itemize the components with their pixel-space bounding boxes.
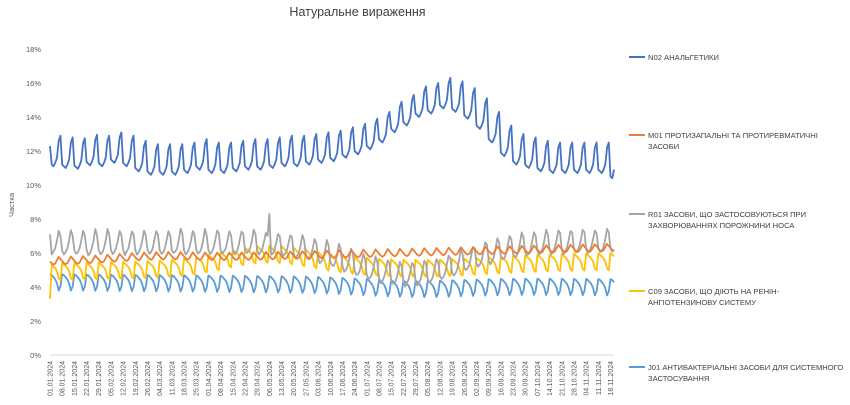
x-tick-label: 20.05.2024 — [291, 361, 298, 396]
y-tick-label: 14% — [26, 113, 41, 122]
y-tick-label: 10% — [26, 181, 41, 190]
x-tick-label: 11.11.2024 — [596, 361, 603, 395]
x-tick-label: 08.07.2024 — [377, 361, 384, 396]
x-tick-label: 02.09.2024 — [474, 361, 481, 396]
x-tick-label: 26.02.2024 — [145, 361, 152, 396]
x-tick-label: 06.05.2024 — [267, 361, 274, 396]
legend-label-n02: N02 АНАЛЬГЕТИКИ — [648, 53, 719, 62]
legend-swatch-n02 — [629, 56, 645, 58]
x-tick-label: 08.01.2024 — [60, 361, 67, 396]
x-tick-label: 21.10.2024 — [559, 361, 566, 396]
x-tick-label: 22.01.2024 — [84, 361, 91, 396]
x-tick-label: 03.06.2024 — [316, 361, 323, 396]
series-line-j01 — [49, 273, 615, 299]
legend-swatch-m01 — [629, 134, 645, 136]
x-tick-label: 26.08.2024 — [462, 361, 469, 396]
x-tick-label: 13.05.2024 — [279, 361, 286, 396]
x-tick-label: 05.02.2024 — [108, 361, 115, 396]
legend-entry-n02: N02 АНАЛЬГЕТИКИ — [629, 52, 844, 63]
x-tick-label: 28.10.2024 — [571, 361, 578, 396]
legend-entry-r01: R01 ЗАСОБИ, ЩО ЗАСТОСОВУЮТЬСЯ ПРИ ЗАХВОР… — [629, 209, 844, 231]
x-tick-label: 12.02.2024 — [121, 361, 128, 396]
x-tick-label: 29.04.2024 — [255, 361, 262, 396]
legend-label-c09: C09 ЗАСОБИ, ЩО ДІЮТЬ НА РЕНІН-АНГІОТЕНЗИ… — [648, 287, 780, 307]
x-tick-label: 15.04.2024 — [230, 361, 237, 396]
series-line-n02 — [49, 77, 615, 180]
x-tick-label: 15.01.2024 — [72, 361, 79, 396]
legend-swatch-r01 — [629, 213, 645, 215]
x-tick-label: 22.07.2024 — [401, 361, 408, 396]
y-tick-label: 16% — [26, 79, 41, 88]
series-line-m01 — [49, 242, 615, 266]
legend-label-m01: M01 ПРОТИЗАПАЛЬНІ ТА ПРОТИРЕВМАТИЧНІ ЗАС… — [648, 131, 818, 151]
x-tick-label: 18.03.2024 — [182, 361, 189, 396]
x-tick-label: 19.08.2024 — [450, 361, 457, 396]
x-tick-label: 01.07.2024 — [364, 361, 371, 396]
y-tick-label: 8% — [30, 215, 41, 224]
x-tick-label: 07.10.2024 — [535, 361, 542, 396]
legend-entry-c09: C09 ЗАСОБИ, ЩО ДІЮТЬ НА РЕНІН-АНГІОТЕНЗИ… — [629, 286, 844, 308]
x-tick-label: 24.06.2024 — [352, 361, 359, 396]
x-tick-label: 04.03.2024 — [157, 361, 164, 396]
legend-entry-m01: M01 ПРОТИЗАПАЛЬНІ ТА ПРОТИРЕВМАТИЧНІ ЗАС… — [629, 130, 844, 152]
x-tick-label: 14.10.2024 — [547, 361, 554, 396]
x-tick-label: 22.04.2024 — [242, 361, 249, 396]
x-tick-label: 23.09.2024 — [511, 361, 518, 396]
x-tick-label: 09.09.2024 — [486, 361, 493, 396]
y-tick-label: 0% — [30, 351, 41, 360]
x-tick-label: 11.03.2024 — [169, 361, 176, 396]
x-tick-label: 08.04.2024 — [218, 361, 225, 396]
y-tick-label: 12% — [26, 147, 41, 156]
legend-entry-j01: J01 АНТИБАКТЕРІАЛЬНІ ЗАСОБИ ДЛЯ СИСТЕМНО… — [629, 362, 844, 384]
x-tick-label: 25.03.2024 — [194, 361, 201, 396]
x-tick-label: 29.01.2024 — [96, 361, 103, 396]
y-axis-label: Частка — [7, 192, 16, 217]
y-tick-label: 4% — [30, 283, 41, 292]
y-tick-label: 2% — [30, 317, 41, 326]
x-tick-label: 04.11.2024 — [584, 361, 591, 396]
x-tick-label: 15.07.2024 — [389, 361, 396, 396]
x-tick-label: 01.01.2024 — [48, 361, 55, 396]
x-tick-label: 30.09.2024 — [523, 361, 530, 396]
x-tick-label: 05.08.2024 — [425, 361, 432, 396]
legend-label-j01: J01 АНТИБАКТЕРІАЛЬНІ ЗАСОБИ ДЛЯ СИСТЕМНО… — [648, 363, 844, 383]
y-tick-label: 6% — [30, 249, 41, 258]
x-tick-label: 19.02.2024 — [133, 361, 140, 396]
x-tick-label: 17.06.2024 — [340, 361, 347, 396]
legend-label-r01: R01 ЗАСОБИ, ЩО ЗАСТОСОВУЮТЬСЯ ПРИ ЗАХВОР… — [648, 210, 807, 230]
x-tick-label: 01.04.2024 — [206, 361, 213, 396]
legend-swatch-j01 — [629, 366, 645, 368]
x-tick-label: 18.11.2024 — [608, 361, 615, 396]
legend-swatch-c09 — [629, 290, 645, 292]
chart-title: Натуральне вираження — [289, 5, 426, 19]
x-tick-label: 27.05.2024 — [303, 361, 310, 396]
y-tick-label: 18% — [26, 45, 41, 54]
series-line-r01 — [49, 213, 615, 288]
x-tick-label: 10.06.2024 — [328, 361, 335, 396]
x-tick-label: 29.07.2024 — [413, 361, 420, 396]
x-tick-label: 12.08.2024 — [437, 361, 444, 396]
x-tick-label: 16.09.2024 — [498, 361, 505, 396]
